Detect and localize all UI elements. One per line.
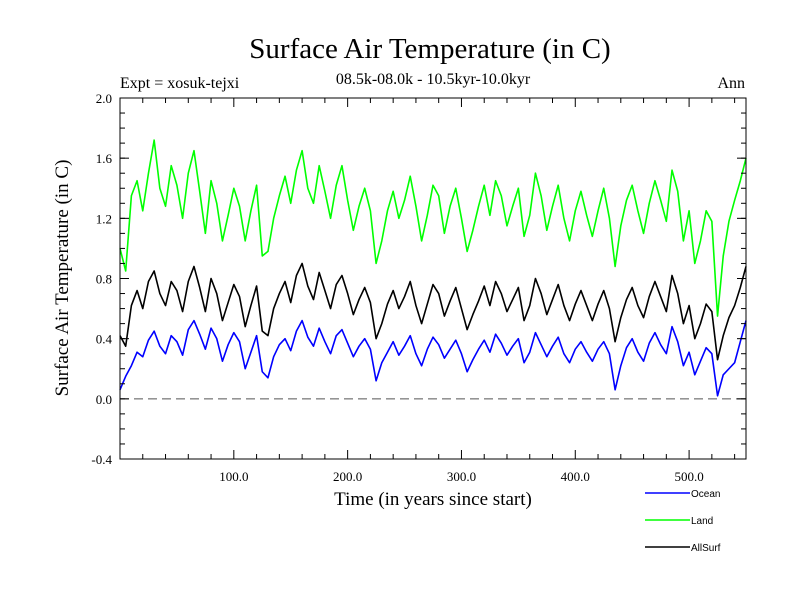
series-line-allsurf [119,262,747,361]
y-tick-label: 1.6 [96,151,113,166]
x-tick-label: 100.0 [219,469,248,484]
chart-subtitle: 08.5k-08.0k - 10.5kyr-10.0kyr [336,71,531,88]
y-tick-label: 1.2 [96,211,112,226]
y-axis-label: Surface Air Temperature (in C) [52,160,73,397]
plot-frame [119,97,747,460]
legend-label-land: Land [691,516,713,527]
legend-label-allsurf: AllSurf [691,543,721,554]
x-tick-label: 200.0 [333,469,362,484]
series-line-land [119,139,747,317]
tick-layer: -0.4 0.0 0.4 0.8 1.2 1.6 2.0 100.0 200.0 300.0 400… [91,91,746,484]
y-tick-label: 2.0 [96,91,112,106]
chart-title: Surface Air Temperature (in C) [249,33,610,65]
x-tick-label: 400.0 [561,469,590,484]
y-tick-label: -0.4 [91,452,112,467]
season-label: Ann [717,75,745,92]
x-tick-label: 500.0 [674,469,703,484]
x-tick-label: 300.0 [447,469,476,484]
legend-label-ocean: Ocean [691,489,720,500]
legend: Ocean Land AllSurf [645,489,721,554]
y-tick-label: 0.8 [96,272,112,287]
x-axis-label: Time (in years since start) [334,489,532,510]
series-line-ocean [119,319,747,397]
y-tick-label: 0.4 [96,332,113,347]
expt-label: Expt = xosuk-tejxi [120,75,240,92]
series-layer [119,139,747,397]
y-tick-label: 0.0 [96,392,112,407]
